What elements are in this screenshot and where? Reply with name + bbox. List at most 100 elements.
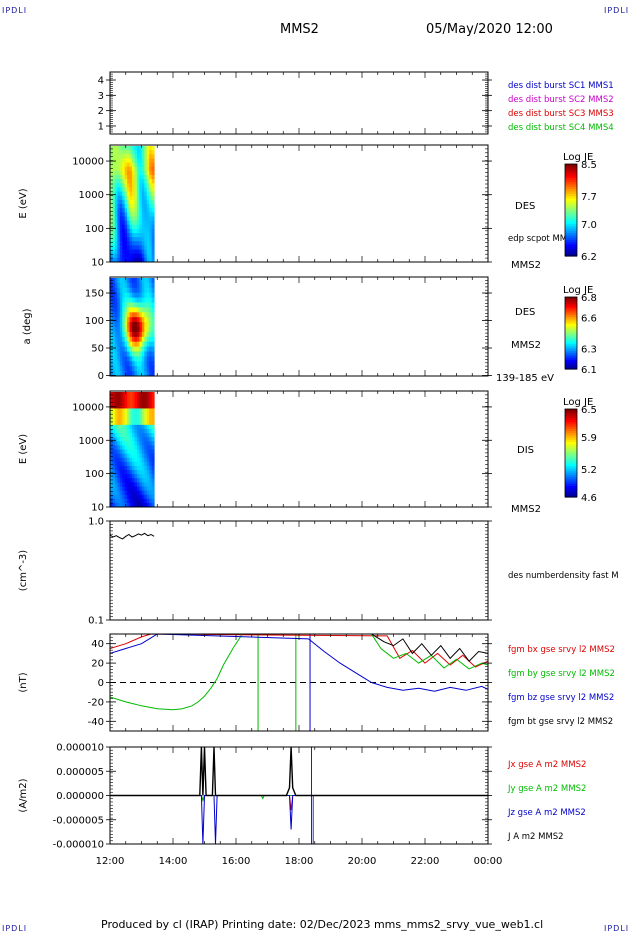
heatmap-cell bbox=[129, 212, 133, 217]
heatmap-cell bbox=[149, 146, 153, 151]
heatmap-cell bbox=[117, 317, 121, 323]
heatmap-cell bbox=[110, 162, 113, 168]
heatmap-cell bbox=[149, 220, 153, 226]
heatmap-cell bbox=[124, 416, 128, 422]
heatmap-cell bbox=[136, 220, 140, 226]
heatmap-cell bbox=[132, 356, 135, 362]
colorbar-segment bbox=[565, 331, 577, 334]
heatmap-cell bbox=[122, 257, 126, 263]
heatmap-cell bbox=[146, 470, 150, 475]
heatmap-cell bbox=[122, 396, 126, 401]
heatmap-cell bbox=[144, 212, 148, 217]
heatmap-cell bbox=[151, 494, 155, 500]
heatmap-cell bbox=[124, 490, 128, 496]
heatmap-cell bbox=[112, 187, 116, 193]
heatmap-cell bbox=[149, 396, 153, 401]
heatmap-cell bbox=[124, 478, 128, 483]
heatmap-cell bbox=[139, 371, 143, 377]
burst-y-tick-label: 1 bbox=[98, 122, 104, 133]
heatmap-cell bbox=[127, 228, 131, 234]
heatmap-cell bbox=[124, 441, 128, 446]
heatmap-cell bbox=[132, 216, 135, 222]
heatmap-cell bbox=[141, 307, 145, 313]
heatmap-cell bbox=[146, 150, 150, 155]
heatmap-cell bbox=[141, 437, 145, 442]
heatmap-cell bbox=[144, 257, 148, 263]
heatmap-cell bbox=[127, 287, 131, 294]
colorbar-segment bbox=[565, 448, 577, 452]
heatmap-cell bbox=[136, 312, 140, 318]
heatmap-cell bbox=[127, 433, 131, 438]
dis-energy-y-tick-label: 10 bbox=[91, 503, 104, 514]
heatmap-cell bbox=[141, 412, 145, 418]
heatmap-cell bbox=[151, 453, 155, 459]
heatmap-cell bbox=[146, 327, 150, 333]
heatmap-cell bbox=[122, 183, 126, 188]
heatmap-cell bbox=[146, 416, 150, 422]
heatmap-cell bbox=[149, 441, 153, 446]
heatmap-cell bbox=[141, 396, 145, 401]
heatmap-cell bbox=[114, 241, 118, 246]
heatmap-cell bbox=[134, 371, 138, 377]
heatmap-cell bbox=[141, 216, 145, 222]
heatmap-cell bbox=[110, 482, 113, 487]
burst-y-tick-label: 3 bbox=[98, 91, 104, 102]
heatmap-cell bbox=[132, 498, 135, 504]
heatmap-cell bbox=[149, 199, 153, 205]
heatmap-cell bbox=[136, 502, 140, 508]
heatmap-cell bbox=[134, 292, 138, 299]
heatmap-cell bbox=[144, 166, 148, 172]
heatmap-cell bbox=[119, 199, 123, 205]
heatmap-cell bbox=[110, 195, 113, 201]
heatmap-cell bbox=[146, 408, 150, 414]
heatmap-cell bbox=[124, 336, 128, 343]
colorbar-segment bbox=[565, 477, 577, 480]
heatmap-cell bbox=[149, 490, 153, 496]
heatmap-cell bbox=[136, 322, 140, 328]
heatmap-cell bbox=[110, 179, 113, 184]
heatmap-cell bbox=[127, 245, 131, 251]
heatmap-cell bbox=[110, 408, 113, 414]
heatmap-cell bbox=[127, 302, 131, 308]
heatmap-cell bbox=[149, 249, 153, 255]
heatmap-cell bbox=[127, 166, 131, 172]
heatmap-cell bbox=[122, 449, 126, 455]
heatmap-cell bbox=[127, 327, 131, 333]
heatmap-cell bbox=[151, 175, 155, 180]
heatmap-cell bbox=[122, 302, 126, 308]
heatmap-cell bbox=[119, 150, 123, 155]
heatmap-cell bbox=[144, 412, 148, 418]
heatmap-cell bbox=[117, 412, 121, 418]
heatmap-cell bbox=[122, 150, 126, 155]
heatmap-cell bbox=[134, 146, 138, 151]
heatmap-cell bbox=[114, 208, 118, 213]
heatmap-cell bbox=[127, 297, 131, 303]
heatmap-cell bbox=[134, 297, 138, 303]
heatmap-cell bbox=[144, 445, 148, 450]
heatmap-cell bbox=[122, 233, 126, 238]
heatmap-cell bbox=[112, 278, 116, 284]
heatmap-cell bbox=[149, 253, 153, 259]
heatmap-cell bbox=[146, 245, 150, 251]
heatmap-cell bbox=[144, 322, 148, 328]
heatmap-cell bbox=[132, 445, 135, 450]
panel-des-energy-frame bbox=[109, 144, 489, 263]
heatmap-cell bbox=[144, 191, 148, 197]
heatmap-cell bbox=[114, 502, 118, 508]
heatmap-cell bbox=[132, 392, 135, 397]
heatmap-cell bbox=[117, 490, 121, 496]
heatmap-cell bbox=[146, 241, 150, 246]
heatmap-cell bbox=[134, 361, 138, 367]
heatmap-cell bbox=[127, 502, 131, 508]
heatmap-cell bbox=[134, 257, 138, 263]
heatmap-cell bbox=[119, 490, 123, 496]
heatmap-cell bbox=[124, 346, 128, 352]
heatmap-cell bbox=[119, 158, 123, 164]
heatmap-cell bbox=[134, 341, 138, 348]
heatmap-cell bbox=[124, 287, 128, 294]
heatmap-cell bbox=[117, 424, 121, 430]
heatmap-cell bbox=[110, 183, 113, 188]
heatmap-cell bbox=[117, 428, 121, 434]
heatmap-cell bbox=[127, 424, 131, 430]
heatmap-cell bbox=[112, 179, 116, 184]
